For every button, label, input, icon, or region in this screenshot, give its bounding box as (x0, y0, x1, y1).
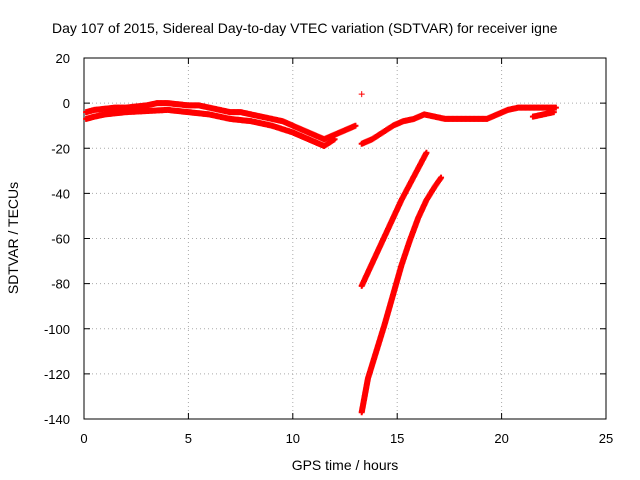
y-axis-label: SDTVAR / TECUs (5, 182, 21, 294)
data-point (358, 91, 365, 98)
data-point (331, 136, 338, 143)
chart-title: Day 107 of 2015, Sidereal Day-to-day VTE… (52, 20, 558, 36)
y-tick-label: -80 (51, 277, 70, 292)
y-tick-label: -140 (44, 412, 70, 427)
grid-lines (84, 58, 606, 419)
y-tick-label: -20 (51, 141, 70, 156)
y-tick-label: -40 (51, 186, 70, 201)
data-point (550, 109, 557, 116)
x-tick-label: 10 (286, 431, 300, 446)
x-tick-label: 25 (599, 431, 613, 446)
y-tick-label: -120 (44, 367, 70, 382)
y-tick-label: -60 (51, 232, 70, 247)
axis-ticks: 0 5 10 15 20 25 20 0 -20 -40 -60 -80 -100 -120 -140 (44, 51, 613, 446)
x-tick-label: 0 (80, 431, 87, 446)
data-point (552, 104, 559, 111)
data-point (423, 149, 430, 156)
data-point (438, 174, 445, 181)
x-tick-label: 20 (494, 431, 508, 446)
x-tick-label: 15 (390, 431, 404, 446)
x-tick-label: 5 (185, 431, 192, 446)
data-point (352, 122, 359, 129)
y-tick-label: -100 (44, 322, 70, 337)
x-axis-label: GPS time / hours (292, 457, 399, 473)
y-tick-label: 0 (63, 96, 70, 111)
y-tick-label: 20 (56, 51, 70, 66)
data-points (83, 91, 559, 416)
